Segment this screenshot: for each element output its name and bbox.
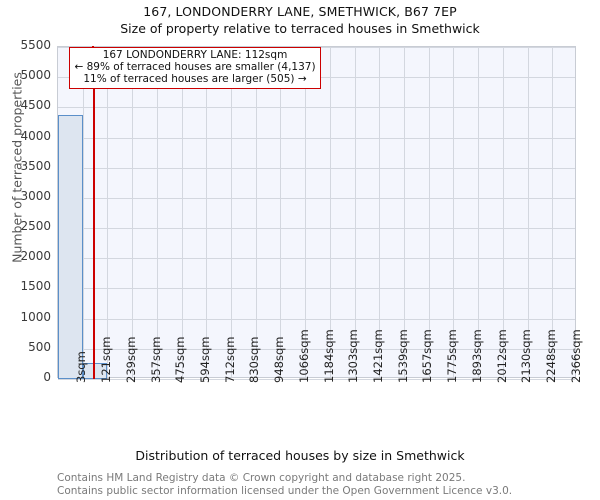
gridline-vertical [107, 47, 109, 377]
y-axis-tick-label: 1000 [20, 309, 51, 324]
gridline-vertical [156, 47, 158, 377]
gridline-vertical [231, 47, 232, 377]
x-axis-tick-label: 1893sqm [469, 329, 484, 383]
property-size-marker-line-cap [92, 46, 95, 47]
gridline-vertical [552, 47, 554, 377]
y-axis-tick-label: 2500 [20, 219, 51, 234]
y-axis-tick-label: 4000 [20, 128, 51, 143]
x-axis-tick-label: 1539sqm [395, 329, 410, 383]
gridline-horizontal [58, 137, 575, 139]
x-axis-tick-label: 594sqm [197, 336, 212, 383]
gridline-vertical [280, 47, 282, 377]
y-axis-tick-label: 0 [43, 370, 51, 384]
gridline-vertical [206, 47, 208, 377]
gridline-vertical [82, 47, 84, 377]
x-axis-tick-label: 948sqm [272, 336, 287, 383]
gridline-vertical [305, 47, 307, 377]
gridline-horizontal [58, 288, 575, 290]
footer-line-2: Contains public sector information licen… [57, 484, 513, 497]
x-axis-tick-label: 1775sqm [445, 329, 460, 383]
x-axis-tick-label: 239sqm [123, 336, 138, 383]
gridline-vertical [255, 47, 257, 377]
gridline-vertical [453, 47, 455, 377]
x-axis-tick-label: 1657sqm [420, 329, 435, 383]
gridline-vertical [132, 47, 134, 377]
y-axis-tick-label: 3500 [20, 158, 51, 173]
y-axis-tick-label: 5000 [20, 68, 51, 83]
x-axis-tick-label: 3sqm [74, 351, 89, 383]
x-axis-tick-label: 1303sqm [346, 329, 361, 383]
gridline-horizontal [58, 167, 575, 169]
x-axis-tick-label: 121sqm [99, 336, 114, 383]
x-axis-tick-label: 1421sqm [370, 329, 385, 383]
x-axis-tick-label: 1184sqm [321, 329, 336, 383]
y-axis-tick-label: 1500 [20, 279, 51, 294]
x-axis-tick-label: 830sqm [247, 336, 262, 383]
gridline-horizontal [58, 379, 575, 380]
x-axis-tick-label: 712sqm [222, 336, 237, 383]
x-axis-tick-label: 2248sqm [543, 329, 558, 383]
gridline-horizontal [58, 228, 575, 230]
y-axis-tick-label: 3000 [20, 188, 51, 203]
annotation-line-1: 167 LONDONDERRY LANE: 112sqm [102, 49, 288, 61]
chart-subtitle: Size of property relative to terraced ho… [120, 21, 480, 36]
annotation-line-3: 11% of terraced houses are larger (505) … [83, 72, 307, 85]
gridline-vertical [329, 47, 331, 377]
gridline-vertical [181, 47, 183, 377]
x-axis-tick-label: 357sqm [148, 336, 163, 383]
gridline-horizontal [58, 318, 575, 320]
x-axis-tick-label: 1066sqm [296, 329, 311, 383]
x-axis-tick-label: 2130sqm [519, 329, 534, 383]
footer-attribution: Contains HM Land Registry data © Crown c… [57, 472, 597, 497]
x-axis-tick-label: 475sqm [173, 336, 188, 383]
footer-line-1: Contains HM Land Registry data © Crown c… [57, 472, 466, 484]
property-size-marker-line [93, 47, 96, 379]
y-axis-title: Number of terraced properties [9, 72, 25, 263]
plot-area [57, 46, 576, 380]
y-axis-tick-label: 2000 [20, 249, 51, 264]
y-axis-tick-label: 5500 [20, 38, 51, 52]
annotation-line-2: ← 89% of terraced houses are smaller (4,… [74, 60, 316, 73]
gridline-horizontal [58, 107, 575, 109]
bar [58, 115, 83, 379]
y-axis-tick-label: 500 [28, 339, 51, 354]
gridline-vertical [478, 47, 480, 377]
gridline-horizontal [58, 258, 575, 260]
gridline-vertical [379, 47, 381, 377]
x-axis-tick-label: 2366sqm [568, 329, 583, 383]
gridline-horizontal [58, 348, 575, 350]
x-axis-tick-label: 2012sqm [494, 329, 509, 383]
gridline-vertical [502, 47, 504, 377]
chart-title: 167, LONDONDERRY LANE, SMETHWICK, B67 7E… [143, 4, 457, 19]
gridline-vertical [428, 47, 430, 377]
property-annotation-box: 167 LONDONDERRY LANE: 112sqm ← 89% of te… [69, 47, 321, 90]
gridline-horizontal [58, 197, 575, 199]
gridline-vertical [527, 47, 529, 377]
x-axis-title: Distribution of terraced houses by size … [135, 448, 465, 463]
gridline-vertical [354, 47, 356, 377]
y-axis-tick-label: 4500 [20, 98, 51, 113]
gridline-vertical [404, 47, 405, 377]
